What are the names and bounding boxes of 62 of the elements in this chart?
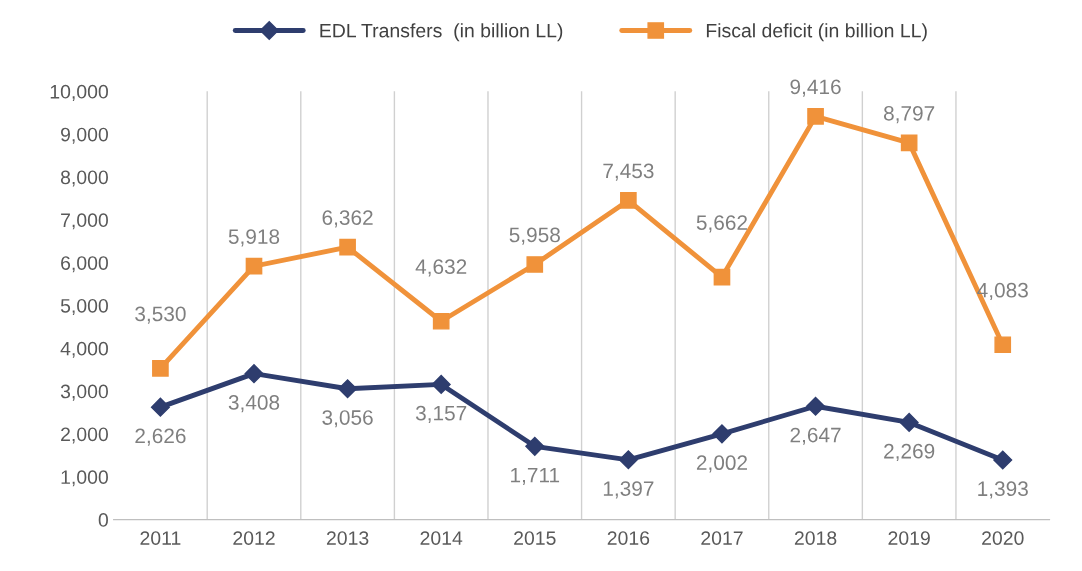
data-label: 2,002 xyxy=(696,455,747,473)
data-label: 2,647 xyxy=(790,427,841,445)
point xyxy=(152,360,169,377)
y-tick-label: 7,000 xyxy=(61,213,108,230)
y-tick-label: 10,000 xyxy=(50,84,108,101)
data-label: 2,626 xyxy=(135,428,186,446)
y-tick-label: 5,000 xyxy=(60,298,108,316)
legend-label: Fiscal deficit (in billion LL) xyxy=(706,23,927,42)
point xyxy=(525,436,545,456)
point xyxy=(993,450,1013,470)
point xyxy=(900,134,918,152)
point xyxy=(712,424,732,444)
y-tick-label: 2,000 xyxy=(61,427,108,444)
y-tick-label: 1,000 xyxy=(61,470,108,487)
x-tick-label: 2020 xyxy=(982,531,1024,545)
point xyxy=(150,397,170,417)
y-tick-label: 4,000 xyxy=(60,341,108,358)
point xyxy=(431,374,451,394)
x-tick-label: 2015 xyxy=(514,531,556,545)
y-tick-label: 8,000 xyxy=(60,170,108,187)
y-tick-label: 6,000 xyxy=(61,256,108,273)
data-label: 1,711 xyxy=(511,467,560,485)
data-label: 3,157 xyxy=(415,405,467,424)
y-tick-label: 9,000 xyxy=(61,127,108,144)
point xyxy=(526,256,544,273)
point xyxy=(618,450,638,470)
data-label: 6,362 xyxy=(322,210,373,228)
data-label: 1,393 xyxy=(978,481,1028,499)
point xyxy=(244,364,264,384)
data-label: 5,918 xyxy=(228,229,280,247)
data-label: 4,632 xyxy=(415,259,467,277)
data-label: 3,056 xyxy=(322,410,373,428)
data-label: 1,397 xyxy=(603,481,654,499)
point xyxy=(432,312,450,330)
x-tick-label: 2011 xyxy=(140,531,181,545)
x-tick-label: 2017 xyxy=(701,531,743,545)
x-tick-label: 2012 xyxy=(233,531,275,545)
data-label: 3,408 xyxy=(228,395,280,413)
point xyxy=(620,192,637,209)
data-label: 2,269 xyxy=(884,443,935,462)
data-label: 5,958 xyxy=(509,227,560,245)
point xyxy=(339,238,356,256)
point xyxy=(807,108,824,125)
x-tick-label: 2018 xyxy=(794,531,837,545)
x-tick-label: 2014 xyxy=(420,531,463,545)
point xyxy=(713,268,731,286)
data-label: 5,662 xyxy=(696,215,747,233)
data-label: 9,416 xyxy=(790,79,841,97)
data-label: 7,453 xyxy=(603,163,654,181)
data-label: 3,530 xyxy=(135,306,186,324)
data-label: 8,797 xyxy=(883,105,935,124)
x-tick-label: 2016 xyxy=(607,531,650,545)
point xyxy=(806,396,826,416)
point xyxy=(899,412,919,432)
x-tick-label: 2019 xyxy=(888,531,930,545)
x-tick-label: 2013 xyxy=(326,531,369,545)
point xyxy=(338,379,358,399)
y-tick-label: 0 xyxy=(98,513,108,527)
point xyxy=(994,336,1012,354)
point xyxy=(245,257,263,275)
y-tick-label: 3,000 xyxy=(60,384,108,401)
legend-label: EDL Transfers (in billion LL) xyxy=(320,23,563,42)
